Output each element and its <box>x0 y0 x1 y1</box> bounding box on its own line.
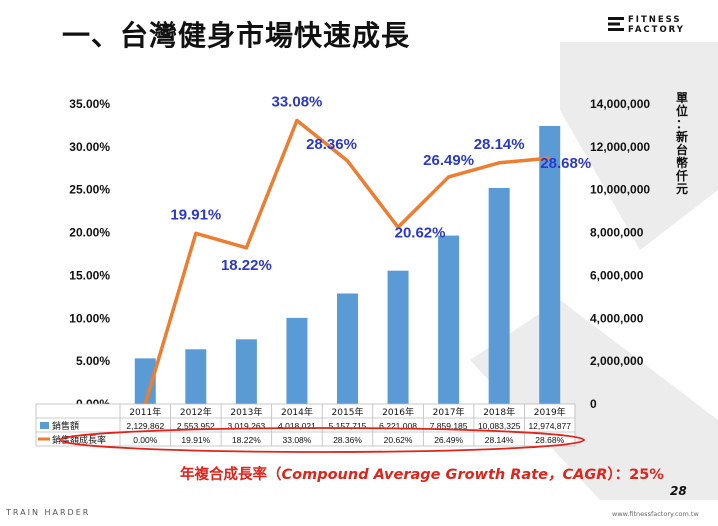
y-right-tick-label: 10,000,000 <box>590 183 650 197</box>
decor-chevron-top <box>560 42 718 250</box>
y-right-tick-label: 12,000,000 <box>590 140 650 154</box>
bar-sales <box>337 293 358 404</box>
highlight-ellipse <box>59 427 585 453</box>
table-category: 2014年 <box>281 406 313 418</box>
logo-line-2: FACTORY <box>628 25 685 35</box>
unit-label: 單位：新台幣仟元 <box>675 91 688 196</box>
table-sales-value: 2,553,952 <box>177 421 215 431</box>
data-label-growth: 28.36% <box>306 136 357 153</box>
table-growth-value: 20.62% <box>384 435 413 445</box>
bar-sales <box>539 125 561 404</box>
fitness-factory-logo-icon <box>608 17 624 31</box>
table-category: 2012年 <box>180 406 212 418</box>
table-growth-value: 28.36% <box>333 435 362 445</box>
footer-url: www.fitnessfactory.com.tw <box>612 510 699 518</box>
footer-tagline: TRAIN HARDER <box>6 508 91 517</box>
table-growth-value: 33.08% <box>283 435 312 445</box>
y-left-tick-label: 35.00% <box>69 97 110 111</box>
y-right-tick-label: 4,000,000 <box>590 311 644 325</box>
y-left-tick-label: 10.00% <box>69 311 110 325</box>
table-growth-value: 18.22% <box>232 435 261 445</box>
y-left-tick-label: 30.00% <box>69 140 110 154</box>
cagr-english: Compound Average Growth Rate，CAGR <box>281 467 608 483</box>
y-right-tick-label: 6,000,000 <box>590 268 644 282</box>
table-sales-value: 7,859,185 <box>430 421 468 431</box>
y-left-tick-label: 5.00% <box>76 354 110 368</box>
bar-sales <box>235 339 257 404</box>
table-category: 2015年 <box>332 406 364 418</box>
legend-swatch-sales <box>40 422 49 429</box>
bar-sales <box>488 187 510 404</box>
data-label-growth: 28.14% <box>474 136 525 153</box>
table-growth-value: 28.68% <box>535 435 564 445</box>
bar-sales <box>438 235 460 404</box>
data-label-growth: 28.68% <box>540 155 591 172</box>
table-category: 2011年 <box>129 406 161 418</box>
table-category: 2018年 <box>483 406 515 418</box>
y-right-tick-label: 8,000,000 <box>590 226 644 240</box>
data-label-growth: 18.22% <box>221 257 272 274</box>
page-title: 一、台灣健身市場快速成長 <box>62 19 411 52</box>
table-sales-value: 3,019,263 <box>227 421 265 431</box>
table-growth-value: 19.91% <box>181 435 210 445</box>
data-label-growth: 19.91% <box>170 206 221 223</box>
data-label-growth: 26.49% <box>423 152 474 169</box>
table-sales-value: 5,157,715 <box>329 421 367 431</box>
y-left-tick-label: 15.00% <box>69 268 110 282</box>
data-table-frame <box>35 403 576 447</box>
y-right-tick-label: 2,000,000 <box>590 354 644 368</box>
logo-line-1: FITNESS <box>628 15 682 25</box>
table-growth-value: 28.14% <box>485 435 514 445</box>
table-sales-value: 6,221,008 <box>379 421 417 431</box>
y-right-tick-label: 14,000,000 <box>590 97 650 111</box>
decor-chevron-bottom <box>470 300 718 500</box>
brand-logo: FITNESS FACTORY <box>608 14 704 36</box>
table-category: 2017年 <box>433 406 465 418</box>
data-label-growth: 33.08% <box>272 93 323 110</box>
table-sales-value: 10,083,325 <box>478 421 521 431</box>
table-sales-value: 4,018,021 <box>278 421 316 431</box>
cagr-note: 年複合成長率（Compound Average Growth Rate，CAGR… <box>180 463 664 484</box>
bar-sales <box>185 349 207 404</box>
table-growth-value: 0.00% <box>133 435 158 445</box>
data-label-growth: 20.62% <box>395 224 446 241</box>
legend-label-sales: 銷售額 <box>52 420 79 432</box>
y-right-tick-label: 0 <box>590 397 597 411</box>
cagr-prefix: 年複合成長率（ <box>180 467 282 483</box>
table-category: 2013年 <box>230 406 262 418</box>
table-sales-value: 12,974,877 <box>528 421 571 431</box>
table-category: 2019年 <box>534 406 566 418</box>
table-growth-value: 26.49% <box>434 435 463 445</box>
bar-sales <box>134 358 156 404</box>
table-category: 2016年 <box>382 406 414 418</box>
bar-sales <box>387 270 409 404</box>
page-number: 28 <box>670 484 687 498</box>
y-left-tick-label: 25.00% <box>69 183 110 197</box>
bar-sales <box>286 317 308 404</box>
y-left-tick-label: 20.00% <box>69 226 110 240</box>
cagr-suffix: ）：25% <box>607 467 664 483</box>
table-sales-value: 2,129,862 <box>126 421 164 431</box>
